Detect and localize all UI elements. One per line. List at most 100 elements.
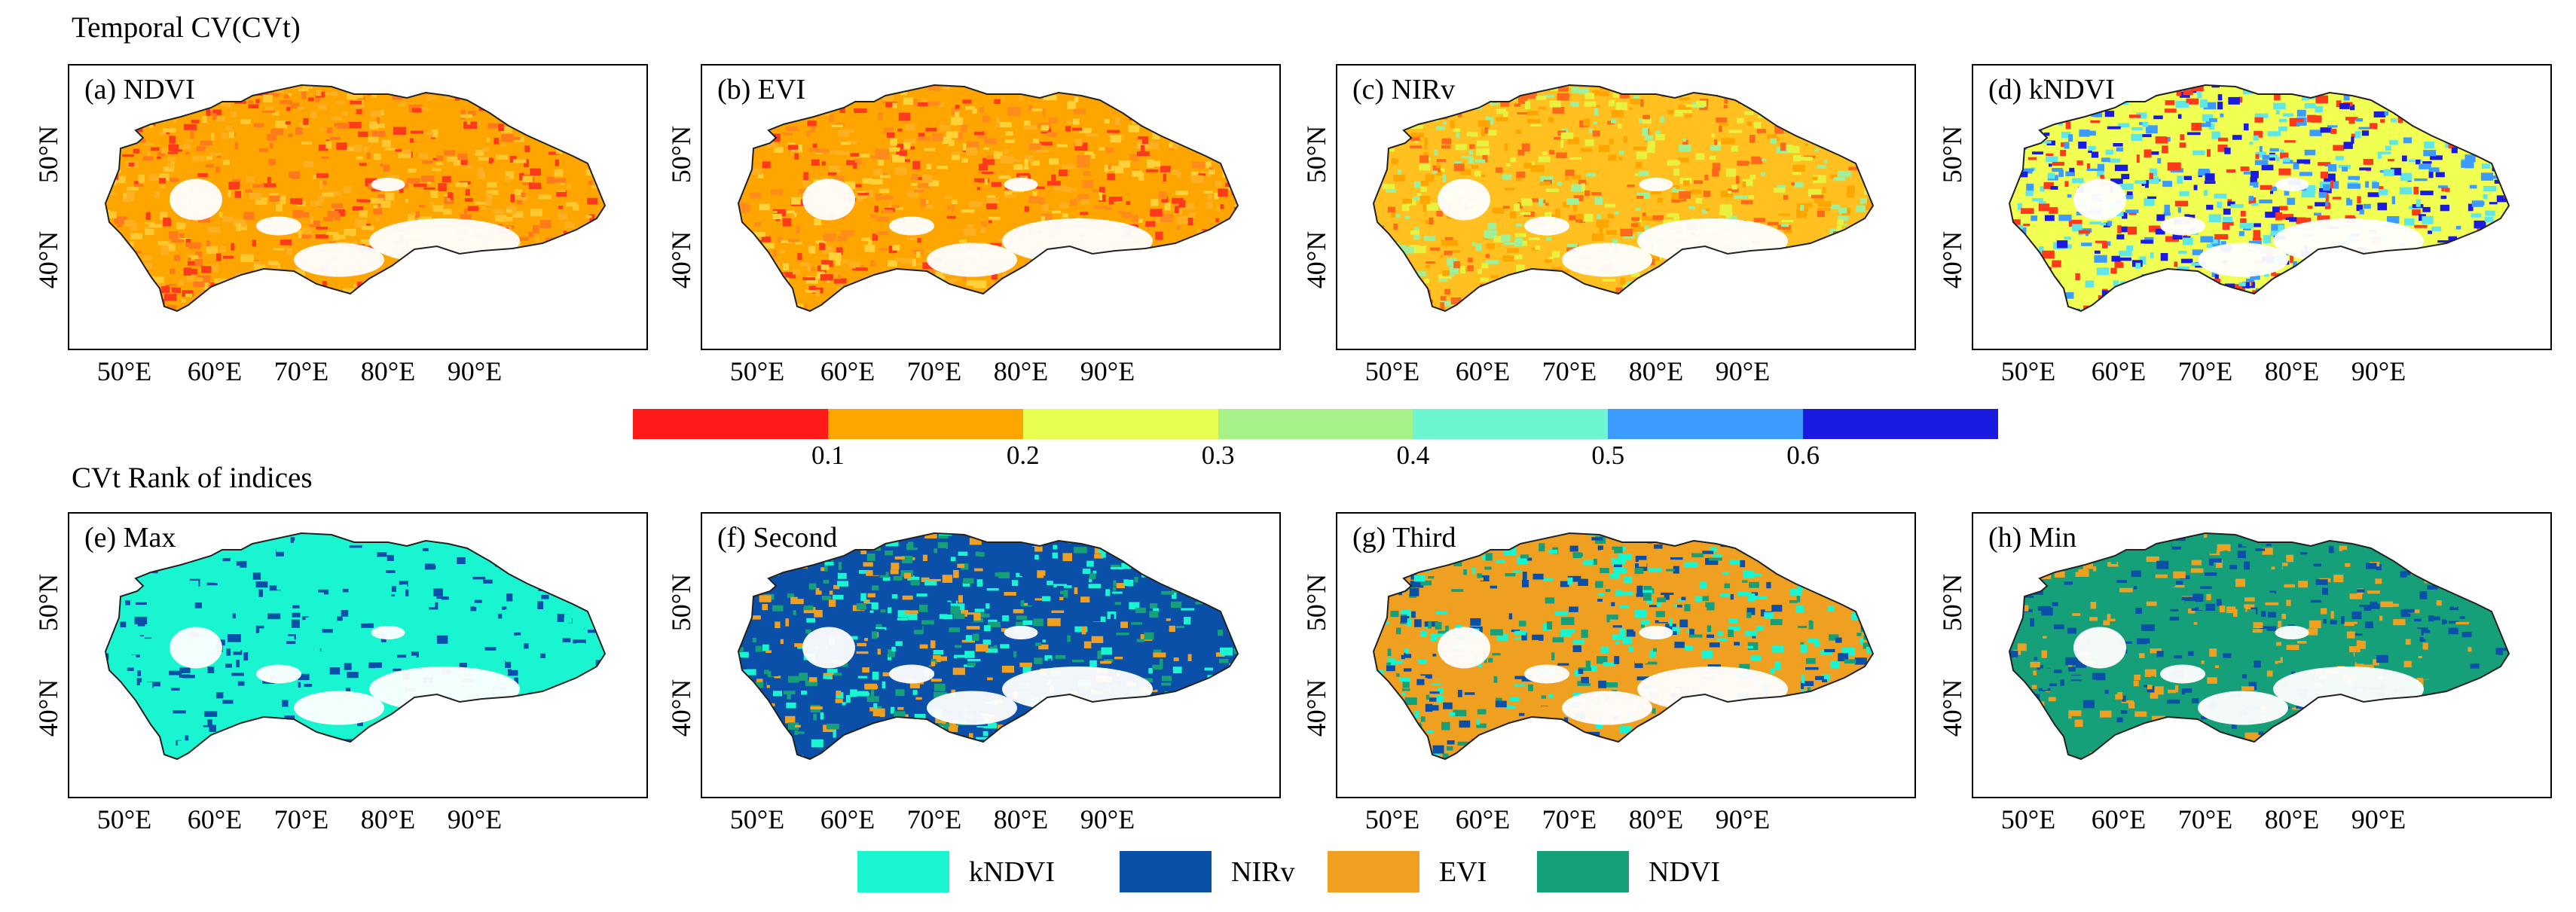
x-tick-label: 70°E (907, 804, 961, 834)
colorbar-segment (1413, 409, 1609, 439)
x-tick-label: 60°E (820, 356, 875, 386)
y-tick-label: 50°N (666, 574, 696, 631)
colorbar (633, 409, 1999, 439)
x-tick-label: 80°E (361, 804, 415, 834)
top-section-title: Temporal CV(CVt) (72, 11, 301, 44)
legend-swatch (1537, 851, 1629, 892)
x-tick-label: 90°E (1716, 356, 1770, 386)
legend-swatch (1120, 851, 1212, 892)
colorbar-segment (1022, 409, 1218, 439)
x-tick-label: 90°E (2351, 804, 2406, 834)
y-tick-label: 40°N (33, 679, 63, 737)
x-tick-label: 50°E (97, 804, 151, 834)
legend-label: NDVI (1649, 856, 1720, 888)
colorbar-tick-label: 0.1 (811, 441, 845, 470)
y-tick-label: 50°N (666, 126, 696, 183)
colorbar-tick-label: 0.4 (1396, 441, 1430, 470)
colorbar-tick-label: 0.6 (1786, 441, 1820, 470)
x-tick-label: 50°E (730, 356, 784, 386)
x-tick-label: 70°E (274, 804, 328, 834)
legend-swatch (857, 851, 949, 892)
x-tick-label: 70°E (2178, 804, 2232, 834)
x-tick-label: 80°E (994, 804, 1048, 834)
x-tick-label: 50°E (2001, 356, 2055, 386)
x-tick-label: 90°E (2351, 356, 2406, 386)
panel-label: (h) Min (1988, 522, 2076, 554)
map-panel-h-min: (h) Min 50°E 60°E 70°E 80°E 90°E 50°N 40°N (1937, 512, 2552, 834)
panel-label: (c) NIRv (1352, 74, 1455, 105)
panel-label: (e) Max (84, 522, 176, 554)
x-tick-label: 50°E (1365, 804, 1419, 834)
y-tick-label: 50°N (1937, 574, 1967, 631)
x-tick-label: 60°E (188, 356, 242, 386)
x-tick-label: 50°E (1365, 356, 1419, 386)
y-tick-label: 50°N (1301, 574, 1331, 631)
y-tick-label: 40°N (1937, 679, 1967, 737)
legend-swatch (1328, 851, 1419, 892)
panel-label: (d) kNDVI (1988, 74, 2115, 105)
x-tick-label: 50°E (97, 356, 151, 386)
y-tick-label: 40°N (33, 231, 63, 288)
y-tick-label: 40°N (666, 679, 696, 737)
x-tick-label: 80°E (1629, 804, 1683, 834)
colorbar-tick-label: 0.2 (1006, 441, 1040, 470)
legend-item: NIRv (1120, 851, 1294, 892)
x-tick-label: 80°E (1629, 356, 1683, 386)
legend-item: NDVI (1537, 851, 1720, 892)
y-tick-label: 40°N (1301, 231, 1331, 288)
x-tick-label: 60°E (1456, 356, 1510, 386)
x-tick-label: 90°E (1080, 356, 1135, 386)
legend-label: EVI (1439, 856, 1487, 888)
map-panel-e-max: (e) Max 50°E 60°E 70°E 80°E 90°E 50°N 40°N (33, 512, 648, 834)
x-tick-label: 80°E (994, 356, 1048, 386)
y-tick-label: 50°N (1937, 126, 1967, 183)
legend-item: kNDVI (857, 851, 1055, 892)
map-panel-g-third: (g) Third 50°E 60°E 70°E 80°E 90°E 50°N 40°N (1301, 512, 1916, 834)
y-tick-label: 40°N (1937, 231, 1967, 288)
x-tick-label: 60°E (1456, 804, 1510, 834)
panel-label: (a) NDVI (84, 74, 195, 105)
panel-label: (b) EVI (717, 74, 805, 105)
map-panel-b-evi: (b) EVI 50°E 60°E 70°E 80°E 90°E 50°N 40°N (666, 64, 1281, 386)
colorbar-segment (1218, 409, 1413, 439)
y-tick-label: 50°N (33, 126, 63, 183)
legend-label: kNDVI (969, 856, 1055, 888)
x-tick-label: 60°E (2092, 804, 2146, 834)
x-tick-label: 60°E (820, 804, 875, 834)
x-tick-label: 50°E (730, 804, 784, 834)
x-tick-label: 90°E (1080, 804, 1135, 834)
colorbar-segment (1608, 409, 1804, 439)
y-tick-label: 50°N (33, 574, 63, 631)
x-tick-label: 90°E (448, 356, 502, 386)
map-panel-f-second: (f) Second 50°E 60°E 70°E 80°E 90°E 50°N 40°N (666, 512, 1281, 834)
map-panel-c-nirv: (c) NIRv 50°E 60°E 70°E 80°E 90°E 50°N 40°N (1301, 64, 1916, 386)
x-tick-label: 60°E (188, 804, 242, 834)
colorbar-segment (827, 409, 1023, 439)
legend-item: EVI (1328, 851, 1487, 892)
panel-label: (g) Third (1352, 522, 1456, 554)
colorbar-tick-label: 0.5 (1591, 441, 1625, 470)
map-panel-d-kndvi: (d) kNDVI 50°E 60°E 70°E 80°E 90°E 50°N 40°N (1937, 64, 2552, 386)
x-tick-label: 80°E (361, 356, 415, 386)
x-tick-label: 90°E (448, 804, 502, 834)
x-tick-label: 70°E (1542, 356, 1597, 386)
panel-label: (f) Second (717, 522, 837, 554)
x-tick-label: 60°E (2092, 356, 2146, 386)
x-tick-label: 70°E (2178, 356, 2232, 386)
colorbar-tick-label: 0.3 (1201, 441, 1235, 470)
x-tick-label: 90°E (1716, 804, 1770, 834)
y-tick-label: 50°N (1301, 126, 1331, 183)
colorbar-segment (1803, 409, 1999, 439)
bottom-section-title: CVt Rank of indices (72, 462, 313, 494)
y-tick-label: 40°N (666, 231, 696, 288)
map-panel-a-ndvi: (a) NDVI 50°E 60°E 70°E 80°E 90°E 50°N 40°N (33, 64, 648, 386)
x-tick-label: 70°E (274, 356, 328, 386)
x-tick-label: 80°E (2265, 804, 2319, 834)
x-tick-label: 80°E (2265, 356, 2319, 386)
x-tick-label: 70°E (1542, 804, 1597, 834)
x-tick-label: 50°E (2001, 804, 2055, 834)
y-tick-label: 40°N (1301, 679, 1331, 737)
legend-label: NIRv (1231, 856, 1295, 888)
x-tick-label: 70°E (907, 356, 961, 386)
colorbar-segment (633, 409, 828, 439)
